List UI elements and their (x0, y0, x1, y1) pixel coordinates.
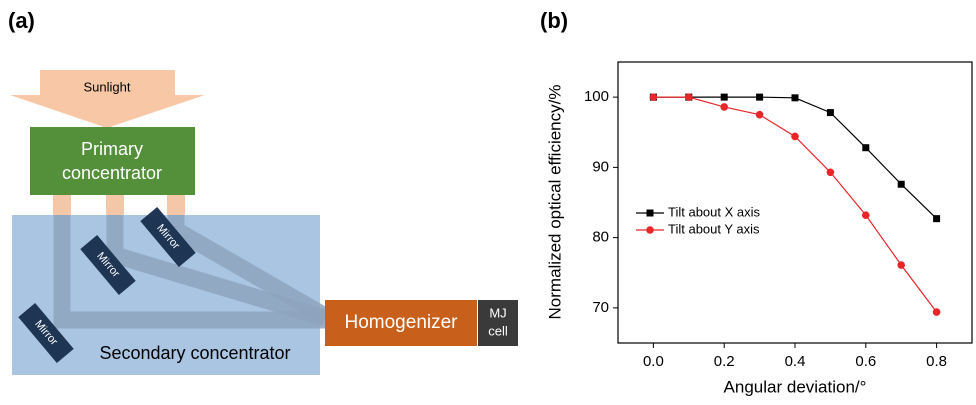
x-tick-label: 0.0 (643, 353, 664, 370)
cell-label: cell (488, 323, 508, 338)
mirror-plate (18, 302, 74, 364)
tube (53, 215, 325, 329)
data-point (826, 109, 834, 117)
data-point (932, 308, 941, 316)
panel-label: (b) (540, 8, 568, 33)
sunlight-label: Sunlight (84, 79, 131, 94)
panel-label: (a) (8, 8, 35, 33)
data-point (685, 93, 693, 101)
data-point (756, 93, 764, 101)
legend-marker (646, 226, 654, 234)
data-point (897, 180, 905, 188)
y-tick-label: 80 (592, 229, 609, 246)
x-tick-label: 0.4 (785, 353, 806, 370)
data-point (791, 132, 799, 141)
y-tick-label: 70 (592, 299, 609, 316)
plot-frame (617, 61, 973, 344)
x-tick-label: 0.6 (855, 353, 876, 370)
data-point (933, 215, 941, 223)
data-point (897, 261, 905, 269)
data-point (649, 93, 658, 101)
homogenizer-box (325, 300, 477, 346)
mirror-plate (140, 206, 196, 268)
secondary-label: Secondary concentrator (99, 343, 290, 363)
x-tick-label: 0.2 (714, 353, 735, 370)
data-point (826, 168, 835, 177)
data-point (791, 94, 799, 102)
data-point (755, 110, 764, 119)
series-line (653, 96, 938, 220)
cell-label: MJ (489, 305, 506, 320)
legend-marker (646, 209, 654, 217)
x-axis-label: Angular deviation/° (724, 377, 867, 396)
data-point (720, 93, 728, 101)
light-pipe (106, 195, 124, 215)
sunlight-arrow (10, 70, 205, 128)
primary-label: Primary (81, 139, 143, 159)
legend-label: Tilt about Y axis (668, 221, 760, 236)
primary-label: concentrator (62, 163, 162, 183)
data-point (862, 144, 870, 152)
cell-box (478, 300, 518, 346)
light-pipe (167, 195, 185, 215)
y-axis-label: Normalized optical efficiency/% (545, 85, 564, 320)
data-point (862, 211, 870, 219)
legend-label: Tilt about X axis (668, 204, 761, 219)
tube (106, 215, 328, 327)
light-pipe (53, 195, 71, 215)
mirror-plate (80, 234, 136, 296)
data-point (720, 103, 728, 111)
x-tick-label: 0.8 (926, 353, 947, 370)
diagram: (a) Sunlight Primary concentrator Mirror… (8, 8, 518, 375)
y-tick-label: 90 (592, 158, 609, 175)
y-tick-label: 100 (584, 88, 609, 105)
homogenizer-label: Homogenizer (345, 312, 459, 333)
primary-box (30, 127, 195, 195)
